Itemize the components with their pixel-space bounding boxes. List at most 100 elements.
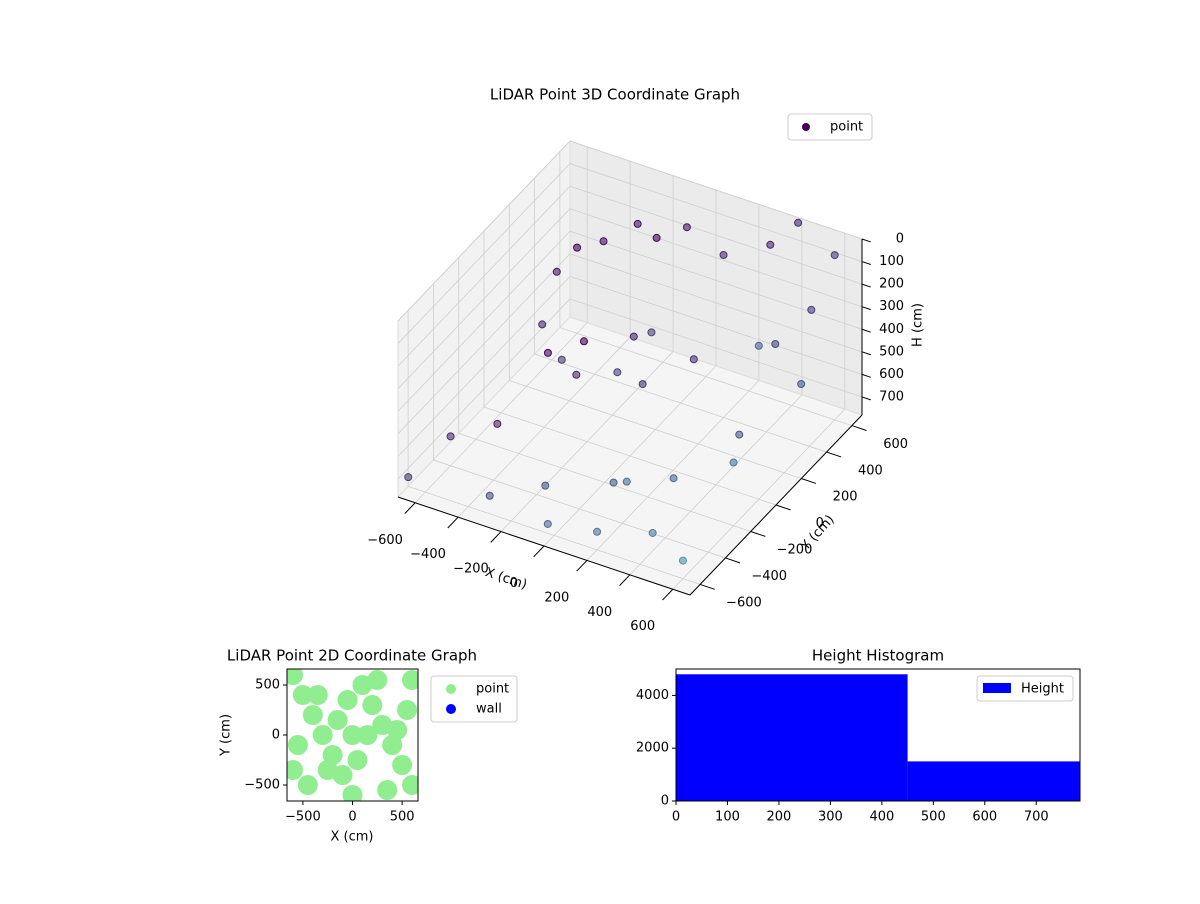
point bbox=[599, 237, 608, 246]
point bbox=[652, 233, 661, 242]
y-tick-label: 0 bbox=[272, 728, 280, 743]
x-tick-label: 0 bbox=[510, 576, 518, 591]
point bbox=[543, 519, 552, 528]
z-axis-label: H (cm) bbox=[911, 303, 926, 347]
tick bbox=[861, 328, 871, 333]
point bbox=[682, 223, 691, 232]
grid-line bbox=[397, 185, 571, 367]
z-tick-label: 200 bbox=[879, 277, 904, 292]
tick bbox=[533, 545, 545, 558]
legend-label: Height bbox=[1021, 682, 1064, 697]
point bbox=[754, 341, 763, 350]
point bbox=[292, 685, 313, 705]
point bbox=[485, 491, 494, 500]
point bbox=[719, 251, 728, 260]
point bbox=[397, 700, 418, 720]
point bbox=[337, 690, 358, 710]
tick bbox=[699, 583, 715, 590]
y-tick-label: 500 bbox=[255, 678, 280, 693]
point bbox=[729, 458, 738, 467]
point bbox=[538, 320, 547, 329]
z-tick-label: 300 bbox=[879, 299, 904, 314]
z-tick-label: 100 bbox=[879, 254, 904, 269]
point bbox=[287, 669, 303, 685]
point bbox=[766, 240, 775, 249]
y-tick-label: −500 bbox=[244, 778, 280, 793]
point bbox=[342, 785, 363, 801]
y-tick-label: 0 bbox=[661, 794, 669, 809]
point bbox=[622, 477, 631, 486]
chart-title: Height Histogram bbox=[812, 647, 944, 665]
x-tick-label: 400 bbox=[587, 605, 612, 620]
grid-line bbox=[397, 276, 571, 457]
grid-line bbox=[397, 163, 571, 344]
axes-frame bbox=[675, 668, 1081, 802]
point bbox=[347, 750, 368, 770]
legend-marker bbox=[446, 704, 456, 714]
point bbox=[287, 760, 303, 780]
point bbox=[367, 670, 388, 690]
point bbox=[552, 267, 561, 276]
z-tick-label: 400 bbox=[879, 322, 904, 337]
x-tick-label: −200 bbox=[453, 562, 489, 577]
x-tick-label: 700 bbox=[1024, 810, 1049, 825]
x-tick-label: 200 bbox=[544, 590, 569, 605]
point bbox=[402, 775, 418, 795]
legend-box bbox=[976, 675, 1074, 702]
grid-line bbox=[397, 140, 571, 322]
x-tick-label: 600 bbox=[630, 619, 655, 634]
y-axis bbox=[689, 414, 863, 596]
x-axis-label: X (cm) bbox=[331, 830, 374, 845]
point bbox=[689, 355, 698, 364]
point bbox=[830, 251, 839, 260]
x-tick-label: 100 bbox=[715, 810, 740, 825]
y-tick-label: 4000 bbox=[636, 688, 669, 703]
tick bbox=[861, 238, 871, 243]
point bbox=[342, 725, 363, 745]
y-tick-label: 2000 bbox=[636, 741, 669, 756]
point bbox=[362, 695, 383, 715]
y-tick-label: 200 bbox=[833, 490, 858, 505]
bar bbox=[907, 761, 1080, 801]
bars bbox=[676, 674, 1080, 801]
tick bbox=[851, 425, 867, 431]
point bbox=[543, 348, 552, 357]
grid-line bbox=[559, 327, 853, 426]
point bbox=[387, 720, 408, 740]
point bbox=[572, 370, 581, 379]
point bbox=[493, 419, 502, 428]
point bbox=[312, 725, 333, 745]
tick bbox=[447, 516, 459, 529]
tick bbox=[662, 588, 674, 601]
grid-line bbox=[569, 253, 863, 353]
y-tick-label: −600 bbox=[726, 596, 762, 611]
points bbox=[287, 669, 418, 801]
point bbox=[629, 332, 638, 341]
tick bbox=[826, 451, 842, 458]
point bbox=[648, 528, 657, 537]
tick bbox=[861, 283, 871, 288]
y-tick-label: −400 bbox=[751, 569, 787, 584]
tick bbox=[576, 560, 588, 572]
x-tick-label: 600 bbox=[972, 810, 997, 825]
point bbox=[633, 219, 642, 228]
point bbox=[541, 481, 550, 490]
point bbox=[669, 474, 678, 483]
z-tick-label: 0 bbox=[896, 232, 904, 247]
z-tick-label: 500 bbox=[879, 344, 904, 359]
legend-label: wall bbox=[476, 702, 502, 717]
point bbox=[609, 478, 618, 487]
x-tick-label: 400 bbox=[869, 810, 894, 825]
legend-label: point bbox=[476, 682, 509, 697]
point bbox=[613, 368, 622, 377]
legend-marker bbox=[802, 123, 810, 131]
grid-line bbox=[433, 459, 726, 559]
tick bbox=[775, 504, 791, 511]
z-tick-label: 700 bbox=[879, 389, 904, 404]
point bbox=[647, 328, 656, 337]
point bbox=[382, 735, 403, 755]
chart-title: LiDAR Point 2D Coordinate Graph bbox=[227, 647, 477, 665]
tick bbox=[750, 530, 766, 537]
legend-box bbox=[787, 113, 873, 141]
x-tick-label: 0 bbox=[672, 810, 680, 825]
